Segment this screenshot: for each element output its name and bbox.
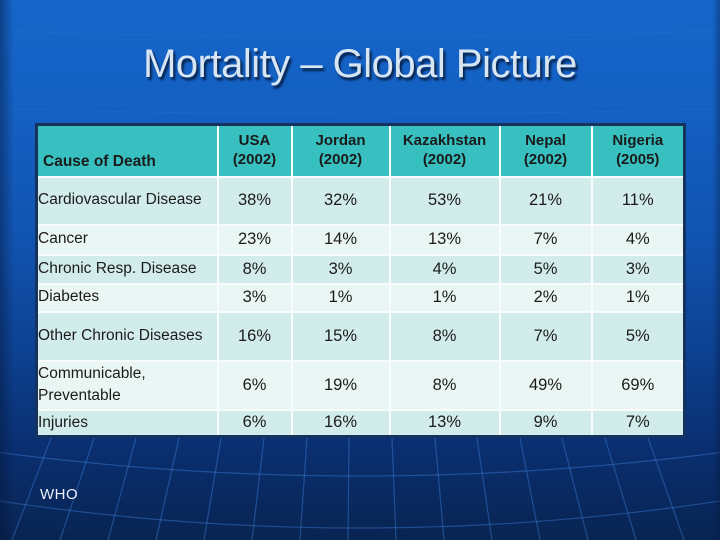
table-row-chronic-resp-disease: Chronic Resp. Disease 8% 3% 4% 5% 3% [35, 253, 686, 285]
cell-value: 16% [216, 310, 293, 362]
row-label: Cancer [35, 223, 219, 256]
cell-value: 23% [216, 223, 293, 256]
cell-value: 32% [290, 175, 391, 226]
slide-title: Mortality – Global Picture [143, 42, 577, 86]
country-name: Nepal [525, 132, 566, 149]
cell-value: 5% [590, 310, 686, 362]
cell-value: 3% [290, 253, 391, 285]
country-name: USA [238, 132, 271, 149]
cell-value: 9% [498, 408, 593, 438]
cell-value: 11% [590, 175, 686, 226]
cell-value: 69% [590, 359, 686, 411]
country-name: Jordan [315, 132, 366, 149]
cell-value: 8% [216, 253, 293, 285]
cell-value: 4% [590, 223, 686, 256]
column-header-nepal: Nepal (2002) [498, 123, 593, 178]
table-row-injuries: Injuries 6% 16% 13% 9% 7% [35, 408, 686, 438]
cell-value: 1% [388, 282, 501, 313]
row-label: Communicable, Preventable [35, 359, 219, 411]
country-name: Kazakhstan [402, 132, 487, 149]
cell-value: 2% [498, 282, 593, 313]
country-year: (2002) [422, 150, 467, 168]
cell-value: 13% [388, 408, 501, 438]
column-header-usa: USA (2002) [216, 123, 293, 178]
row-label: Other Chronic Diseases [35, 310, 219, 362]
cell-value: 5% [498, 253, 593, 285]
column-header-cause-of-death: Cause of Death [35, 123, 219, 178]
country-year: (2002) [232, 150, 277, 168]
cell-value: 3% [216, 282, 293, 313]
row-label: Diabetes [35, 282, 219, 313]
source-label-who: WHO [40, 486, 79, 503]
table-row-communicable-preventable: Communicable, Preventable 6% 19% 8% 49% … [35, 359, 686, 411]
cell-value: 6% [216, 359, 293, 411]
table-row-other-chronic-diseases: Other Chronic Diseases 16% 15% 8% 7% 5% [35, 310, 686, 362]
cell-value: 49% [498, 359, 593, 411]
cell-value: 1% [290, 282, 391, 313]
cell-value: 7% [498, 223, 593, 256]
country-name: Nigeria [612, 132, 664, 149]
cell-value: 7% [590, 408, 686, 438]
column-header-jordan: Jordan (2002) [290, 123, 391, 178]
cell-value: 8% [388, 310, 501, 362]
row-label: Injuries [35, 408, 219, 438]
country-year: (2002) [318, 150, 363, 168]
cell-value: 21% [498, 175, 593, 226]
table-row-cancer: Cancer 23% 14% 13% 7% 4% [35, 223, 686, 256]
cell-value: 7% [498, 310, 593, 362]
column-header-nigeria: Nigeria (2005) [590, 123, 686, 178]
row-label: Cardiovascular Disease [35, 175, 219, 226]
row-label: Chronic Resp. Disease [35, 253, 219, 285]
table-header-row: Cause of Death USA (2002) Jordan (2002) … [35, 123, 686, 178]
cell-value: 4% [388, 253, 501, 285]
cell-value: 3% [590, 253, 686, 285]
mortality-table: Cause of Death USA (2002) Jordan (2002) … [35, 123, 686, 438]
cell-value: 15% [290, 310, 391, 362]
country-year: (2005) [616, 150, 660, 168]
cell-value: 38% [216, 175, 293, 226]
cell-value: 16% [290, 408, 391, 438]
cell-value: 6% [216, 408, 293, 438]
country-year: (2002) [523, 150, 568, 168]
cell-value: 1% [590, 282, 686, 313]
column-header-kazakhstan: Kazakhstan (2002) [388, 123, 501, 178]
table-row-cardiovascular-disease: Cardiovascular Disease 38% 32% 53% 21% 1… [35, 175, 686, 226]
cell-value: 14% [290, 223, 391, 256]
cell-value: 19% [290, 359, 391, 411]
cell-value: 8% [388, 359, 501, 411]
cell-value: 13% [388, 223, 501, 256]
cell-value: 53% [388, 175, 501, 226]
table-row-diabetes: Diabetes 3% 1% 1% 2% 1% [35, 282, 686, 313]
